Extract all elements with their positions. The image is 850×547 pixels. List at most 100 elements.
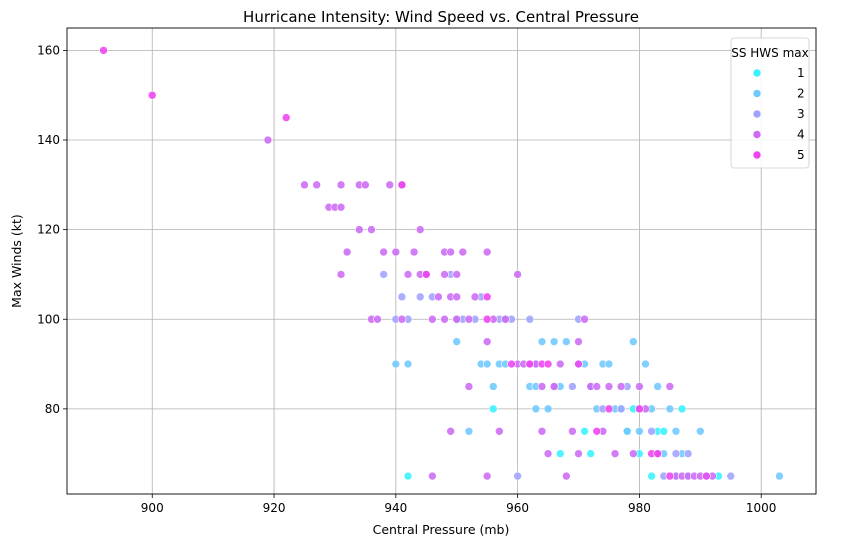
data-point-cat-4 [336,180,346,190]
data-point-cat-5 [574,359,583,369]
data-point-cat-4 [428,314,437,324]
x-tick-label: 900 [141,501,164,515]
data-point-cat-5 [592,426,602,436]
data-point-cat-5 [482,292,492,302]
data-point-cat-4 [555,359,565,369]
data-point-cat-4 [482,247,492,257]
data-point-cat-4 [574,337,583,346]
data-point-cat-5 [653,449,662,458]
data-point-cat-4 [385,180,395,190]
legend-title: SS HWS max [731,46,809,60]
data-point-cat-4 [513,270,522,279]
data-point-cat-1 [488,404,498,414]
y-axis-ticks: 80 100 120 140 160 [37,43,67,416]
data-point-cat-4 [452,314,462,324]
data-point-cat-2 [482,359,492,369]
y-axis-label: Max Winds (kt) [9,214,24,308]
data-point-cat-3 [397,292,407,302]
data-point-cat-2 [403,359,413,369]
legend-marker-3 [752,109,762,119]
data-point-cat-2 [665,404,675,414]
data-point-cat-5 [397,180,407,190]
data-point-cat-3 [671,449,681,458]
data-point-cat-5 [525,359,535,369]
data-point-cat-5 [665,471,675,481]
data-point-cat-5 [604,404,614,414]
y-tick-label: 140 [37,133,60,147]
data-point-cat-2 [629,337,638,346]
data-point-cat-4 [373,314,382,324]
x-axis-ticks: 900 920 940 960 980 1000 [141,494,777,515]
data-point-cat-4 [458,247,468,257]
data-point-cat-2 [696,426,705,436]
data-point-cat-2 [635,426,644,436]
data-point-cat-1 [659,426,669,436]
data-point-cat-3 [726,471,736,481]
data-point-cat-1 [677,404,687,414]
data-point-cat-1 [580,426,589,436]
data-point-cat-2 [391,359,401,369]
data-point-cat-2 [531,404,541,414]
chart-title: Hurricane Intensity: Wind Speed vs. Cent… [243,8,639,26]
data-point-cat-4 [361,180,370,190]
data-point-cat-4 [428,471,437,481]
data-point-cat-4 [470,292,480,302]
data-point-cat-2 [671,426,681,436]
data-point-cat-4 [464,382,474,391]
data-point-cat-3 [525,314,535,324]
data-point-cat-5 [99,46,108,55]
data-point-cat-4 [336,270,346,279]
data-point-cat-5 [635,404,644,414]
data-point-cat-4 [610,449,620,458]
data-point-cat-4 [604,382,614,391]
data-point-cat-4 [434,292,443,302]
data-point-cat-4 [452,270,462,279]
data-point-cat-4 [635,382,644,391]
data-point-cat-2 [537,337,547,346]
data-point-cat-4 [482,337,492,346]
legend-items: 1 2 3 4 5 [752,66,805,162]
data-point-cat-4 [391,247,401,257]
data-point-cat-2 [464,426,474,436]
data-point-cat-3 [616,404,626,414]
data-point-cat-2 [622,426,632,436]
data-point-cat-4 [537,382,547,391]
legend-label-1: 1 [797,66,805,80]
legend: SS HWS max 1 2 3 4 5 [730,37,810,169]
data-point-cat-2 [549,337,559,346]
data-point-cat-4 [354,225,364,234]
data-point-cat-4 [379,247,388,257]
data-point-cat-4 [543,449,553,458]
data-point-cat-4 [549,382,559,391]
data-point-cat-3 [568,382,577,391]
plot-frame [66,27,817,495]
x-tick-label: 1000 [746,501,777,515]
data-point-cat-2 [604,359,614,369]
data-point-cat-2 [641,359,650,369]
data-point-cat-4 [263,135,273,145]
data-point-cat-3 [513,471,522,481]
data-point-cat-4 [629,449,638,458]
data-point-cat-2 [543,404,553,414]
data-point-cat-4 [616,382,626,391]
data-point-cat-3 [415,292,425,302]
y-tick-label: 80 [45,402,60,416]
data-point-cat-1 [403,471,413,481]
legend-marker-1 [752,68,762,78]
data-point-cat-4 [367,225,376,234]
data-point-cat-4 [397,314,407,324]
data-point-cat-4 [415,225,425,234]
data-point-cat-4 [568,426,577,436]
data-point-cat-5 [543,359,553,369]
data-point-cat-4 [562,471,571,481]
data-point-cat-5 [482,314,492,324]
data-point-cat-4 [440,314,449,324]
data-point-cat-4 [446,247,455,257]
x-axis-label: Central Pressure (mb) [373,522,510,537]
data-point-cat-3 [683,449,693,458]
data-points [99,46,784,481]
legend-label-2: 2 [797,87,805,101]
data-point-cat-4 [446,426,455,436]
data-point-cat-2 [488,382,498,391]
y-tick-label: 100 [37,312,60,326]
